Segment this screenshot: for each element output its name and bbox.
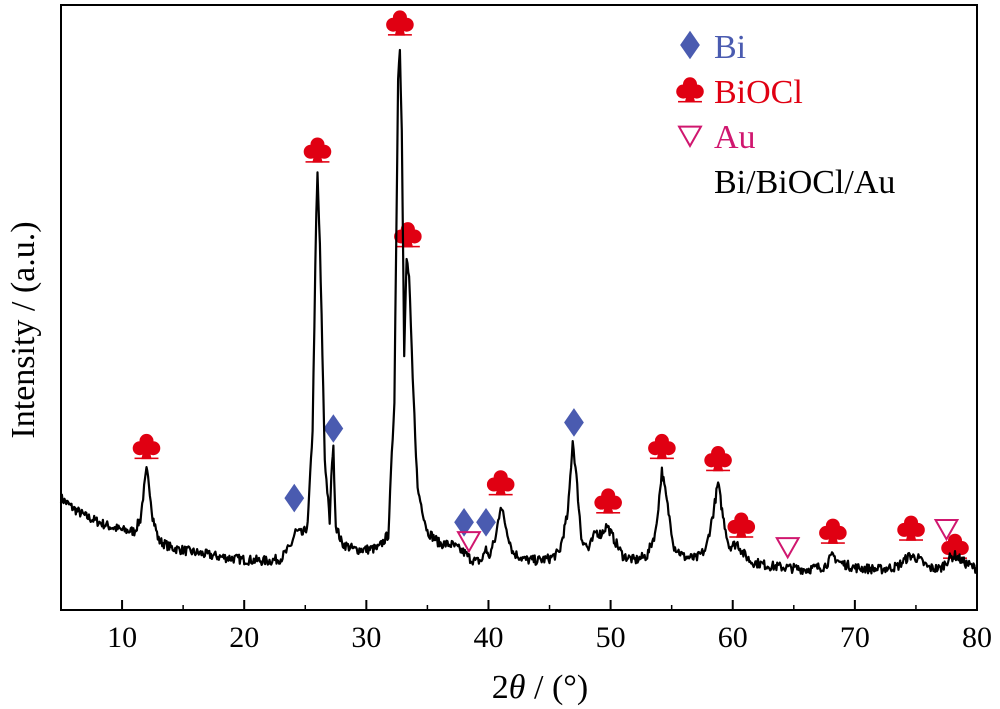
legend-label-1: BiOCl <box>714 74 803 111</box>
marker-club-0 <box>132 433 161 460</box>
marker-diamond-14 <box>564 408 584 437</box>
marker-club-7 <box>704 446 732 472</box>
marker-club-4 <box>486 470 515 496</box>
marker-club-3 <box>394 222 422 248</box>
plot-frame <box>60 4 978 611</box>
legend-marker-2 <box>677 125 703 148</box>
legend: Bi BiOCl Au Bi/BiOCl/Au <box>676 29 895 201</box>
marker-triangle-down-open-19 <box>933 519 960 542</box>
x-tick-label-50: 50 <box>596 621 626 654</box>
x-tick-label-40: 40 <box>473 621 503 654</box>
marker-triangle-down-open-18 <box>775 537 801 560</box>
x-tick-label-70: 70 <box>840 621 870 654</box>
x-axis-label: 2θ / (°) <box>492 669 588 706</box>
legend-marker-0 <box>680 30 700 60</box>
x-axis-ticks: 10 20 30 40 50 60 70 80 <box>60 600 992 654</box>
marker-triangle-down-open-17 <box>456 531 482 554</box>
marker-diamond-12 <box>284 483 305 513</box>
marker-club-6 <box>648 433 676 460</box>
x-axis-label-rest: / (°) <box>526 669 589 706</box>
x-tick-label-10: 10 <box>107 621 137 654</box>
x-tick-label-30: 30 <box>351 621 381 654</box>
x-axis-label-num: 2 <box>492 669 509 706</box>
legend-marker-1 <box>676 77 704 103</box>
marker-club-5 <box>594 488 622 514</box>
x-tick-label-20: 20 <box>229 621 259 654</box>
x-axis-label-var: θ <box>509 669 526 706</box>
marker-club-2 <box>386 10 414 36</box>
annotation-markers <box>132 10 969 560</box>
y-axis-label: Intensity / (a.u.) <box>5 221 42 438</box>
legend-label-3: Bi/BiOCl/Au <box>714 164 895 201</box>
marker-diamond-13 <box>323 414 344 443</box>
marker-club-1 <box>303 137 332 163</box>
marker-club-10 <box>897 515 925 541</box>
marker-club-8 <box>727 512 756 538</box>
series-line-bi-biocl-au <box>59 48 978 575</box>
x-tick-label-80: 80 <box>962 621 992 654</box>
marker-club-9 <box>819 518 847 544</box>
x-tick-label-60: 60 <box>718 621 748 654</box>
marker-diamond-15 <box>454 507 474 537</box>
legend-label-2: Au <box>714 119 756 156</box>
legend-label-0: Bi <box>714 29 746 66</box>
marker-diamond-16 <box>476 507 496 537</box>
